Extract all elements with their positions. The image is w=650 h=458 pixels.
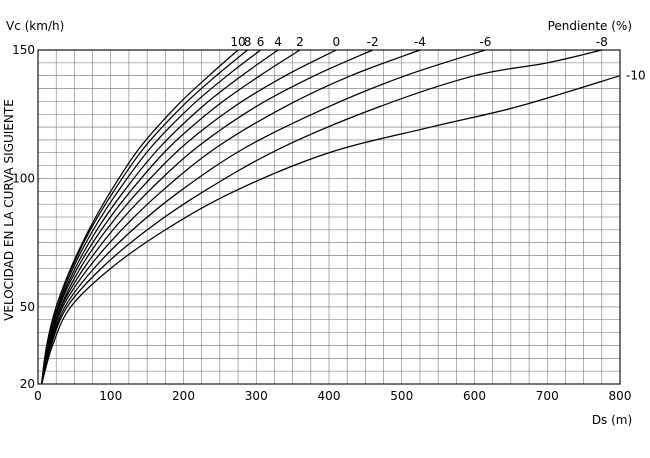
- series-label--2: -2: [367, 35, 379, 49]
- series-label-10: 10: [230, 35, 245, 49]
- x-tick-label: 300: [245, 389, 268, 403]
- x-axis-label: Ds (m): [592, 413, 632, 427]
- series-curve--8: [41, 49, 602, 385]
- x-tick-label: 800: [609, 389, 632, 403]
- series-curve--2: [41, 49, 373, 385]
- y-tick-label: 50: [20, 300, 35, 314]
- series-axis-label: Pendiente (%): [548, 19, 632, 33]
- series-label-4: 4: [274, 35, 282, 49]
- series-curve--10: [41, 75, 621, 385]
- x-tick-label: 500: [390, 389, 413, 403]
- series-curves: [41, 49, 621, 385]
- y-axis-label: VELOCIDAD EN LA CURVA SIGUIENTE: [2, 99, 16, 321]
- series-curve-8: [41, 49, 248, 385]
- series-label--8: -8: [596, 35, 608, 49]
- x-tick-label: 100: [99, 389, 122, 403]
- series-curve-2: [41, 49, 301, 385]
- series-label-6: 6: [257, 35, 265, 49]
- series-curve--6: [41, 49, 486, 385]
- series-label-8: 8: [244, 35, 252, 49]
- x-tick-label: 700: [536, 389, 559, 403]
- x-tick-label: 400: [318, 389, 341, 403]
- plot-frame: [37, 49, 621, 385]
- x-tick-label: 200: [172, 389, 195, 403]
- series-label-2: 2: [296, 35, 304, 49]
- series-label--6: -6: [479, 35, 491, 49]
- series-curve-4: [41, 49, 279, 385]
- series-label--10: -10: [626, 69, 646, 83]
- series-label--4: -4: [414, 35, 426, 49]
- y-tick-label: 20: [20, 377, 35, 391]
- y-tick-labels: 20 50 100 150: [12, 43, 35, 391]
- y-tick-label: 150: [12, 43, 35, 57]
- series-curve--4: [41, 49, 421, 385]
- x-tick-label: 0: [34, 389, 42, 403]
- series-labels: 108 6 4 2 0 -2 -4 -6 -8 -10: [230, 35, 645, 83]
- x-tick-label: 600: [463, 389, 486, 403]
- grid: [38, 50, 620, 384]
- series-label-0: 0: [332, 35, 340, 49]
- y-tick-label: 100: [12, 171, 35, 185]
- x-tick-labels: 0 100 200 300 400 500 600 700 800: [34, 389, 631, 403]
- y-unit-label: Vc (km/h): [6, 19, 64, 33]
